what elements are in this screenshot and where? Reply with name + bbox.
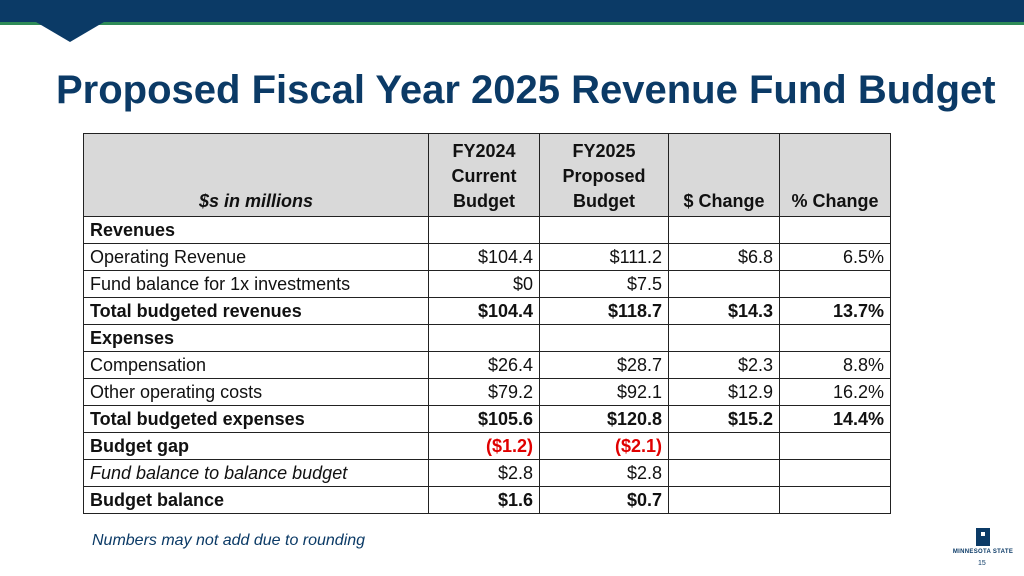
- cell-fy2024-negative: ($1.2): [428, 432, 540, 460]
- header-fy2024-line1: FY2024: [452, 141, 516, 161]
- top-banner: [0, 0, 1024, 25]
- row-label: Operating Revenue: [83, 243, 429, 271]
- cell-dollar-change: [668, 459, 780, 487]
- cell-pct-change: [779, 459, 891, 487]
- cell-fy2025: $120.8: [539, 405, 669, 433]
- header-fy2025-line2: Proposed: [562, 166, 646, 186]
- row-label: Fund balance to balance budget: [83, 459, 429, 487]
- cell-fy2025: $111.2: [539, 243, 669, 271]
- cell-pct-change: [779, 324, 891, 352]
- row-label: Compensation: [83, 351, 429, 379]
- table-row: Other operating costs $79.2 $92.1 $12.9 …: [83, 378, 891, 406]
- cell-fy2025: $28.7: [539, 351, 669, 379]
- cell-pct-change: [779, 216, 891, 244]
- cell-pct-change: [779, 432, 891, 460]
- budget-table: $s in millions FY2024 Current Budget FY2…: [83, 133, 891, 514]
- row-label: Other operating costs: [83, 378, 429, 406]
- header-units-label: $s in millions: [83, 133, 429, 217]
- table-row: Fund balance to balance budget $2.8 $2.8: [83, 459, 891, 487]
- table-row: Revenues: [83, 216, 891, 244]
- table-row: Compensation $26.4 $28.7 $2.3 8.8%: [83, 351, 891, 379]
- cell-fy2024: $1.6: [428, 486, 540, 514]
- cell-pct-change: 13.7%: [779, 297, 891, 325]
- cell-fy2025: [539, 216, 669, 244]
- cell-fy2025: $92.1: [539, 378, 669, 406]
- cell-dollar-change: $14.3: [668, 297, 780, 325]
- cell-fy2025-negative: ($2.1): [539, 432, 669, 460]
- page-number: 15: [978, 560, 986, 567]
- row-label: Budget gap: [83, 432, 429, 460]
- header-pct-change: % Change: [779, 133, 891, 217]
- cell-dollar-change: [668, 324, 780, 352]
- page-title: Proposed Fiscal Year 2025 Revenue Fund B…: [56, 68, 996, 112]
- cell-fy2024: [428, 324, 540, 352]
- row-label: Budget balance: [83, 486, 429, 514]
- minnesota-state-logo-icon: [976, 528, 990, 546]
- cell-pct-change: 16.2%: [779, 378, 891, 406]
- header-dollar-change: $ Change: [668, 133, 780, 217]
- table-row: Total budgeted revenues $104.4 $118.7 $1…: [83, 297, 891, 325]
- cell-dollar-change: $6.8: [668, 243, 780, 271]
- logo-text: MINNESOTA STATE: [952, 549, 1014, 555]
- cell-fy2024: $26.4: [428, 351, 540, 379]
- header-fy2024-line3: Budget: [453, 191, 515, 211]
- table-row: Expenses: [83, 324, 891, 352]
- cell-fy2025: [539, 324, 669, 352]
- cell-fy2025: $0.7: [539, 486, 669, 514]
- row-label: Expenses: [83, 324, 429, 352]
- cell-fy2024: $104.4: [428, 243, 540, 271]
- cell-fy2024: [428, 216, 540, 244]
- rounding-footnote: Numbers may not add due to rounding: [92, 532, 366, 549]
- cell-dollar-change: [668, 432, 780, 460]
- header-fy2025-line3: Budget: [573, 191, 635, 211]
- minnesota-state-logo: MINNESOTA STATE: [950, 528, 1016, 555]
- cell-fy2024: $104.4: [428, 297, 540, 325]
- banner-notch: [36, 22, 104, 42]
- cell-pct-change: [779, 486, 891, 514]
- cell-dollar-change: $15.2: [668, 405, 780, 433]
- table-row: Fund balance for 1x investments $0 $7.5: [83, 270, 891, 298]
- cell-fy2025: $118.7: [539, 297, 669, 325]
- cell-dollar-change: [668, 270, 780, 298]
- table-row: Total budgeted expenses $105.6 $120.8 $1…: [83, 405, 891, 433]
- table-row: Budget gap ($1.2) ($2.1): [83, 432, 891, 460]
- cell-fy2025: $7.5: [539, 270, 669, 298]
- row-label: Fund balance for 1x investments: [83, 270, 429, 298]
- header-fy2025-line1: FY2025: [572, 141, 636, 161]
- table-header-row: $s in millions FY2024 Current Budget FY2…: [83, 133, 891, 217]
- row-label: Total budgeted revenues: [83, 297, 429, 325]
- cell-pct-change: 14.4%: [779, 405, 891, 433]
- cell-fy2025: $2.8: [539, 459, 669, 487]
- cell-dollar-change: $2.3: [668, 351, 780, 379]
- cell-pct-change: [779, 270, 891, 298]
- table-row: Operating Revenue $104.4 $111.2 $6.8 6.5…: [83, 243, 891, 271]
- table-row: Budget balance $1.6 $0.7: [83, 486, 891, 514]
- row-label: Revenues: [83, 216, 429, 244]
- cell-fy2024: $105.6: [428, 405, 540, 433]
- cell-fy2024: $2.8: [428, 459, 540, 487]
- cell-dollar-change: [668, 486, 780, 514]
- cell-dollar-change: [668, 216, 780, 244]
- cell-fy2024: $79.2: [428, 378, 540, 406]
- header-fy2024-line2: Current: [451, 166, 517, 186]
- cell-pct-change: 8.8%: [779, 351, 891, 379]
- cell-dollar-change: $12.9: [668, 378, 780, 406]
- cell-pct-change: 6.5%: [779, 243, 891, 271]
- header-fy2024: FY2024 Current Budget: [428, 133, 540, 217]
- cell-fy2024: $0: [428, 270, 540, 298]
- row-label: Total budgeted expenses: [83, 405, 429, 433]
- header-fy2025: FY2025 Proposed Budget: [539, 133, 669, 217]
